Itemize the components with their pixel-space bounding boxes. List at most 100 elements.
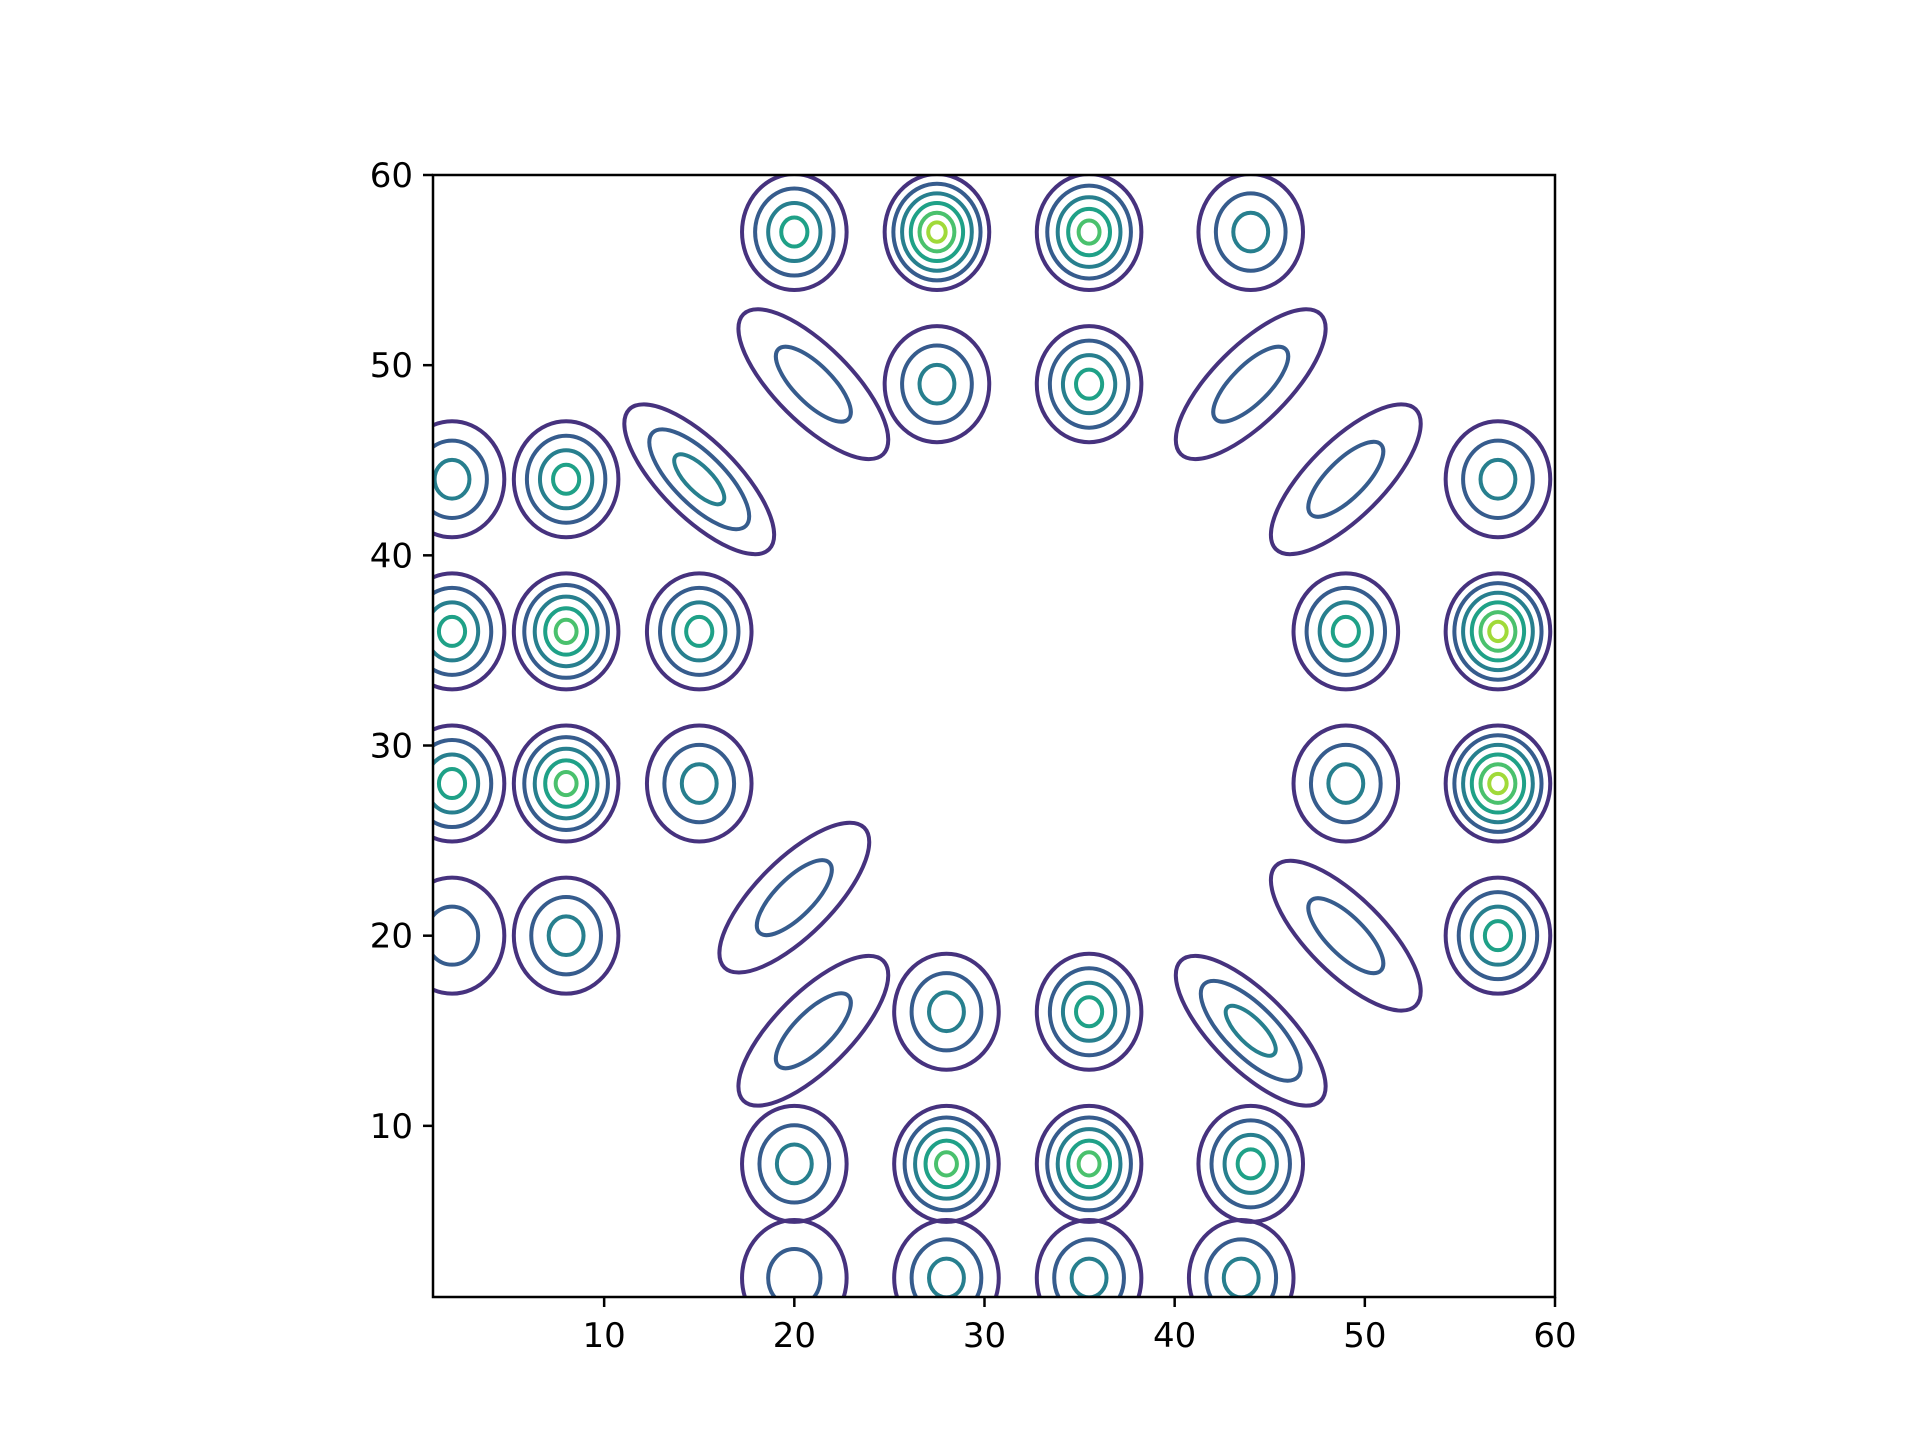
contour-ring-peak-25-level-2 bbox=[1221, 1256, 1261, 1297]
contour-ring-peak-8-level-0 bbox=[644, 571, 754, 692]
contour-ring-peak-7-level-0 bbox=[511, 875, 621, 996]
x-tick-label: 30 bbox=[963, 1316, 1006, 1356]
contour-ring-peak-6-level-3 bbox=[543, 758, 590, 809]
contour-ring-peak-17-level-0 bbox=[892, 1217, 1001, 1297]
contour-ring-peak-15-level-1 bbox=[909, 971, 984, 1053]
contour-ring-peak-22-level-0 bbox=[1034, 1217, 1144, 1297]
contour-ring-peak-26-level-0 bbox=[1291, 571, 1401, 692]
y-tick-label: 30 bbox=[370, 727, 413, 767]
contour-lobe-5-level-1 bbox=[1306, 439, 1386, 519]
contour-ring-peak-28-level-2 bbox=[1478, 457, 1518, 501]
contour-ring-peak-21-level-2 bbox=[1055, 1127, 1123, 1201]
contour-ring-peak-16-level-3 bbox=[923, 1138, 970, 1190]
contour-ring-peak-27-level-2 bbox=[1326, 762, 1366, 805]
contour-ring-peak-4-level-2 bbox=[537, 448, 595, 511]
contour-ring-peak-30-level-2 bbox=[1461, 742, 1535, 825]
contour-lobe-7-level-1 bbox=[1306, 896, 1386, 976]
contour-ring-peak-9-level-0 bbox=[644, 723, 754, 844]
x-tick-label: 50 bbox=[1343, 1316, 1386, 1356]
x-tick-label: 10 bbox=[583, 1316, 626, 1356]
contour-ring-peak-13-level-3 bbox=[908, 201, 966, 264]
contour-ring-peak-30-level-4 bbox=[1478, 762, 1518, 805]
contour-ring-peak-31-level-0 bbox=[1443, 875, 1553, 996]
contour-ring-peak-15-level-2 bbox=[927, 990, 966, 1034]
contour-ring-peak-30-level-3 bbox=[1469, 752, 1527, 815]
contour-ring-peak-31-level-2 bbox=[1469, 904, 1527, 967]
contour-ring-peak-16-level-2 bbox=[913, 1127, 980, 1201]
x-tick-label: 20 bbox=[773, 1316, 816, 1356]
contour-ring-peak-16-level-4 bbox=[933, 1150, 959, 1178]
contour-ring-peak-29-level-1 bbox=[1452, 581, 1544, 682]
contour-ring-peak-4-level-3 bbox=[551, 462, 582, 496]
contour-lines bbox=[433, 175, 1553, 1297]
contour-ring-peak-19-level-1 bbox=[1047, 338, 1131, 430]
contour-ring-peak-29-level-4 bbox=[1478, 610, 1518, 653]
contour-ring-peak-25-level-1 bbox=[1204, 1237, 1279, 1297]
x-axis: 10 20 30 40 50 60 bbox=[583, 1297, 1577, 1356]
contour-ring-peak-1-level-1 bbox=[433, 585, 494, 677]
contour-ring-peak-17-level-1 bbox=[909, 1237, 984, 1297]
contour-ring-peak-27-level-1 bbox=[1308, 742, 1383, 825]
contour-ring-peak-14-level-0 bbox=[882, 324, 992, 445]
contour-ring-peak-10-level-3 bbox=[779, 215, 810, 249]
contour-lobe-3-level-1 bbox=[773, 991, 853, 1071]
contour-ring-peak-28-level-0 bbox=[1443, 419, 1553, 540]
contour-ring-peak-22-level-2 bbox=[1069, 1256, 1109, 1297]
y-axis: 10 20 30 40 50 60 bbox=[370, 156, 433, 1147]
contour-ring-peak-29-level-2 bbox=[1461, 590, 1535, 673]
contour-ring-peak-29-level-3 bbox=[1469, 600, 1527, 663]
contour-lobe-6-level-2 bbox=[1223, 1003, 1278, 1058]
contour-ring-peak-18-level-2 bbox=[1055, 195, 1123, 269]
contour-ring-peak-13-level-4 bbox=[917, 210, 957, 254]
contour-lobe-0-level-0 bbox=[736, 307, 891, 462]
x-tick-label: 60 bbox=[1533, 1316, 1576, 1356]
contour-ring-peak-31-level-1 bbox=[1456, 890, 1540, 982]
y-tick-label: 40 bbox=[370, 536, 413, 576]
contour-lobe-6-level-0 bbox=[1173, 953, 1328, 1108]
contour-ring-peak-29-level-0 bbox=[1443, 571, 1553, 692]
contour-ring-peak-13-level-1 bbox=[891, 181, 983, 283]
y-tick-label: 20 bbox=[370, 917, 413, 957]
contour-ring-peak-21-level-4 bbox=[1076, 1150, 1102, 1178]
contour-ring-peak-3-level-0 bbox=[433, 875, 507, 996]
contour-ring-peak-21-level-3 bbox=[1066, 1138, 1113, 1190]
contour-ring-peak-24-level-3 bbox=[1235, 1147, 1266, 1181]
contour-lobe-1-level-0 bbox=[622, 402, 777, 557]
contour-ring-peak-14-level-2 bbox=[917, 362, 957, 406]
contour-ring-peak-21-level-1 bbox=[1045, 1115, 1133, 1213]
contour-ring-peak-5-level-0 bbox=[511, 571, 621, 692]
contour-ring-peak-6-level-2 bbox=[532, 746, 600, 821]
contour-ring-peak-7-level-2 bbox=[546, 914, 586, 958]
contour-lobe-0-level-1 bbox=[773, 344, 853, 424]
contour-ring-peak-21-level-0 bbox=[1034, 1103, 1144, 1224]
contour-ring-peak-8-level-3 bbox=[684, 614, 715, 648]
contour-ring-peak-5-level-3 bbox=[543, 606, 590, 657]
contour-ring-peak-10-level-0 bbox=[740, 175, 849, 293]
contour-lobe-2-level-1 bbox=[754, 858, 834, 938]
contour-ring-peak-13-level-0 bbox=[882, 175, 992, 293]
contour-ring-peak-6-level-1 bbox=[522, 735, 610, 832]
contour-ring-peak-16-level-1 bbox=[902, 1115, 991, 1213]
contour-lobe-4-level-1 bbox=[1211, 344, 1291, 424]
contour-ring-peak-25-level-0 bbox=[1186, 1217, 1296, 1297]
contour-ring-peak-10-level-2 bbox=[766, 201, 823, 264]
contour-ring-peak-4-level-0 bbox=[511, 419, 621, 540]
contour-ring-peak-11-level-1 bbox=[757, 1123, 832, 1205]
contour-ring-peak-18-level-3 bbox=[1066, 206, 1113, 258]
contour-ring-peak-18-level-0 bbox=[1034, 175, 1144, 293]
contour-ring-peak-11-level-2 bbox=[774, 1142, 814, 1186]
contour-ring-peak-28-level-1 bbox=[1461, 438, 1535, 520]
contour-ring-peak-1-level-0 bbox=[433, 571, 507, 692]
contour-ring-peak-6-level-0 bbox=[511, 723, 621, 844]
contour-ring-peak-0-level-1 bbox=[433, 438, 489, 520]
contour-ring-peak-4-level-1 bbox=[524, 433, 608, 525]
contour-ring-peak-20-level-3 bbox=[1074, 995, 1105, 1029]
contour-ring-peak-30-level-1 bbox=[1452, 733, 1544, 834]
contour-ring-peak-26-level-1 bbox=[1304, 585, 1388, 677]
contour-ring-peak-23-level-1 bbox=[1213, 191, 1288, 273]
contour-ring-peak-13-level-5 bbox=[926, 220, 948, 244]
contour-ring-peak-5-level-2 bbox=[532, 594, 600, 669]
contour-ring-peak-0-level-2 bbox=[433, 457, 472, 501]
contour-ring-peak-20-level-0 bbox=[1034, 951, 1144, 1072]
